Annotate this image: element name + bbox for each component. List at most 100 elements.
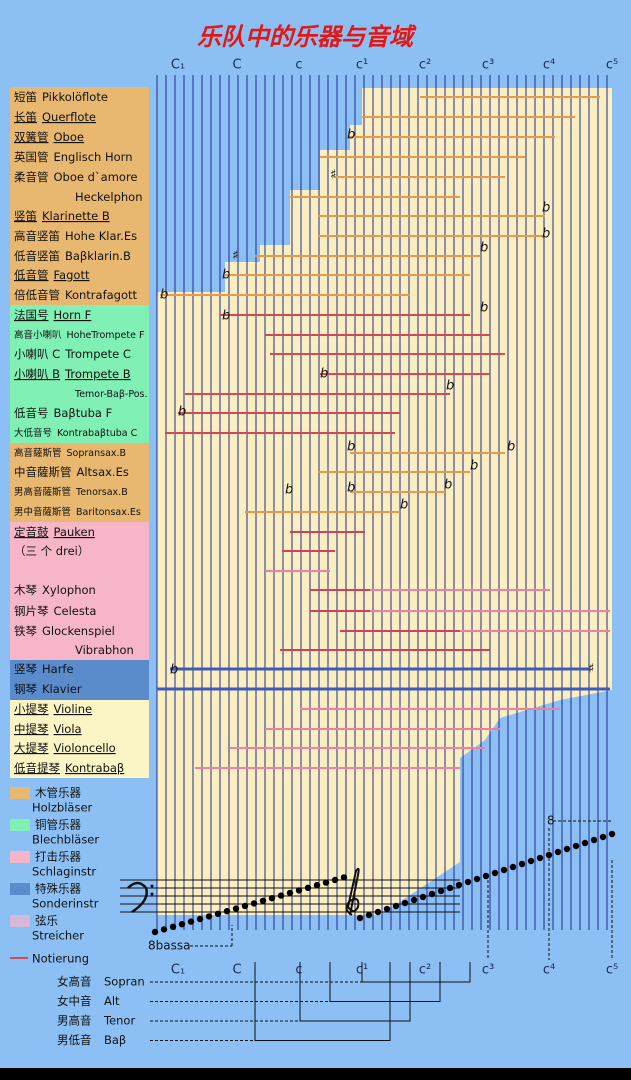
octave-label-bottom: c³ <box>482 963 494 978</box>
instrument-zh: 男中音薩斯管 <box>14 506 71 518</box>
instrument-de: Trompete C <box>64 347 131 361</box>
legend-de: Blechbläser <box>32 833 99 847</box>
octave-label-bottom: c² <box>419 963 431 978</box>
note <box>241 902 249 910</box>
legend-de: Schlaginstr <box>32 865 96 879</box>
note <box>331 876 339 884</box>
accidental: b <box>347 440 355 455</box>
accidental: ♯ <box>232 249 238 264</box>
octave-label-top: c⁵ <box>606 58 618 73</box>
instrument-de: Celesta <box>54 604 97 618</box>
accidental: b <box>347 128 355 143</box>
note <box>313 882 321 889</box>
instrument-label: 大低音号 Kontrabaβtuba C <box>14 427 138 439</box>
group-box <box>10 522 149 660</box>
note <box>401 899 409 907</box>
instrument-zh: 中音薩斯管 <box>14 465 72 479</box>
instrument-de: Altsax.Es <box>77 465 129 479</box>
instrument-de: Fagott <box>54 268 90 282</box>
voice-de: Alt <box>104 994 120 1008</box>
note <box>169 923 177 930</box>
instrument-de: Oboe d`amore <box>54 170 138 184</box>
instrument-zh: 木琴 <box>14 583 37 597</box>
octave-label-bottom: c <box>295 963 302 978</box>
note <box>286 889 294 897</box>
octave-label-top: c <box>295 58 302 73</box>
accidental: ♯ <box>588 662 594 677</box>
note <box>563 845 571 853</box>
instrument-zh: 定音鼓 <box>14 525 49 539</box>
instrument-zh: 高音薩斯管 <box>14 447 62 459</box>
instrument-de: Baβklarin.B <box>65 249 131 263</box>
instrument-zh: 法国号 <box>14 308 49 322</box>
legend-de: Streicher <box>32 929 84 943</box>
instrument-label: （三 个 drei） <box>14 544 89 558</box>
instrument-de: Trompete B <box>64 367 131 381</box>
instrument-zh: 铁琴 <box>14 624 37 638</box>
accidental: b <box>444 478 452 493</box>
accidental: b <box>170 663 178 678</box>
instrument-de: Violoncello <box>54 741 116 755</box>
ottava-dash <box>487 820 613 960</box>
instrument-label: 钢琴 Klavier <box>14 682 82 696</box>
instrument-zh: 低音号 <box>14 406 49 420</box>
instrument-de: Hohe Klar.Es <box>65 229 137 243</box>
note <box>527 857 535 865</box>
voice-range <box>299 962 411 1022</box>
accidental: b <box>160 288 168 303</box>
accidental: b <box>222 268 230 283</box>
instrument-zh: 低音提琴 <box>14 761 60 775</box>
instrument-de: Oboe <box>54 130 84 144</box>
note <box>277 892 285 899</box>
title: 乐队中的乐器与音域 <box>197 23 417 51</box>
note <box>518 860 526 868</box>
note <box>392 902 400 910</box>
legend-zh: 弦乐 <box>35 914 58 928</box>
note <box>223 908 231 915</box>
note <box>428 890 436 898</box>
voice-range <box>361 962 471 983</box>
note <box>437 887 445 895</box>
instrument-zh: 高音小喇叭 <box>14 329 62 341</box>
note <box>500 866 508 874</box>
octave-label-bottom: C₁ <box>171 963 185 978</box>
note <box>509 863 517 871</box>
legend-zh: 特殊乐器 <box>35 882 81 896</box>
bass-clef <box>127 881 148 914</box>
note <box>608 830 616 838</box>
octave-label-top: c¹ <box>356 58 368 73</box>
accidental: b <box>285 483 293 498</box>
instrument-zh: 低音管 <box>14 268 49 282</box>
group-box <box>10 660 149 700</box>
accidental: b <box>446 379 454 394</box>
note <box>419 893 427 901</box>
note <box>187 918 195 925</box>
accidental: b <box>480 241 488 256</box>
legend-swatch <box>10 819 30 831</box>
note <box>455 881 463 889</box>
note <box>151 928 159 936</box>
instrument-de: Kontrafagott <box>65 288 138 302</box>
note <box>160 926 168 933</box>
legend-zh: 打击乐器 <box>35 850 81 864</box>
instrument-de: Vibrabhon <box>75 643 134 657</box>
instrument-zh: 竖笛 <box>14 209 37 223</box>
instrument-label: Temor-Baβ-Pos. <box>74 389 148 400</box>
instrument-de: Klavier <box>42 682 82 696</box>
accidental: b <box>507 440 515 455</box>
instrument-label: 低音管 Fagott <box>14 268 90 282</box>
instrument-zh: 男高音薩斯管 <box>14 486 71 498</box>
accidental: b <box>542 201 550 216</box>
instrument-label: 小提琴 Violine <box>14 702 92 716</box>
instrument-label: 高音薩斯管 Sopransax.B <box>14 447 126 459</box>
instrument-label: 低音号 Baβtuba F <box>14 406 112 420</box>
note <box>536 854 544 862</box>
instrument-zh: 高音竖笛 <box>14 229 60 243</box>
instrument-zh: 柔音管 <box>14 170 49 184</box>
instrument-label: 双簧管 Oboe <box>14 130 84 144</box>
octave-label-bottom: C <box>232 963 241 978</box>
instrument-de: Kontrabaβtuba C <box>57 428 138 439</box>
instrument-zh: 竖琴 <box>14 662 37 676</box>
octave-label-top: c² <box>419 58 431 73</box>
octave-label-bottom: c⁵ <box>606 963 618 978</box>
